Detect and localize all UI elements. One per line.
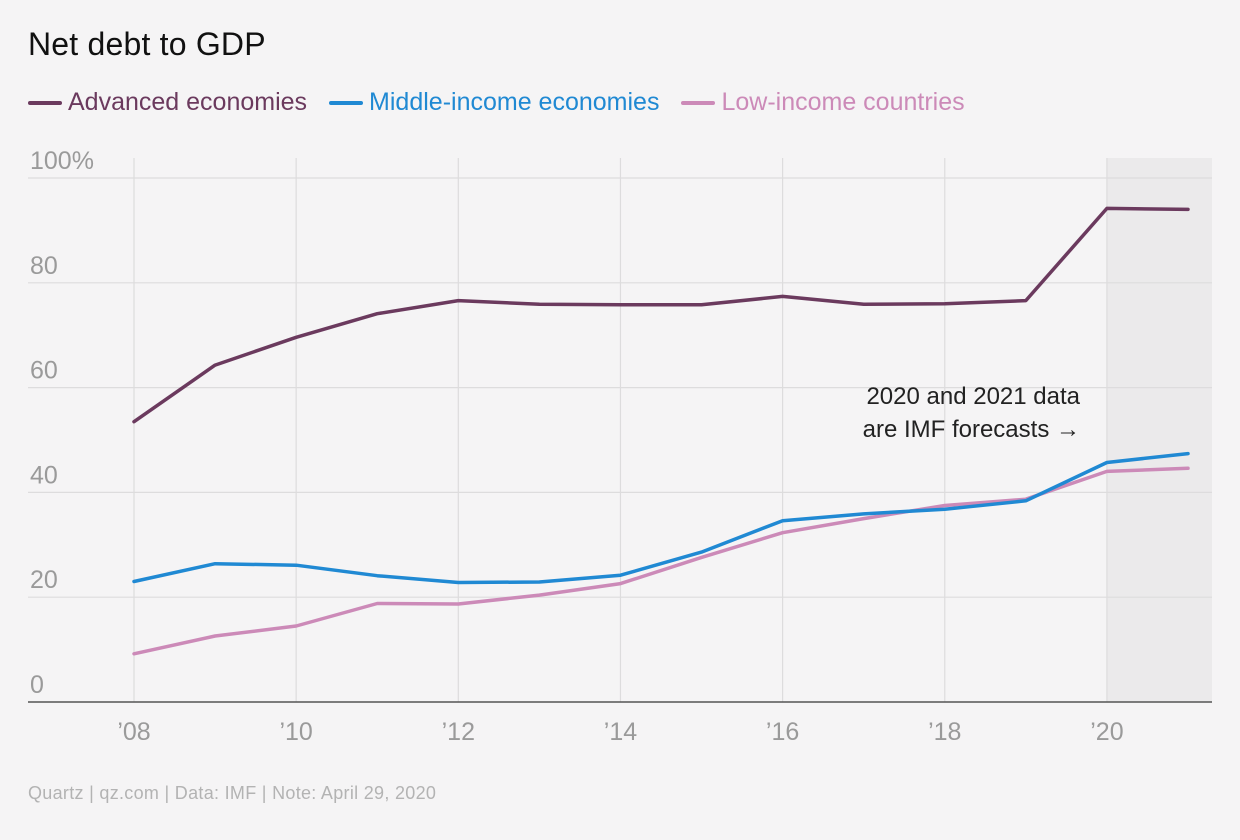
series-line-low-income-countries [132, 466, 1190, 656]
legend-item-middle-income: Middle-income economies [329, 88, 659, 117]
x-tick-label-2012: ’12 [442, 718, 475, 746]
series-line-advanced-economies [132, 206, 1190, 424]
legend-swatch-advanced [28, 100, 62, 105]
chart-legend: Advanced economies Middle-income economi… [28, 88, 987, 117]
forecast-shading [1106, 158, 1212, 702]
y-tick-label-60: 60 [30, 357, 58, 385]
x-tick-label-2010: ’10 [279, 718, 312, 746]
annotation-line-2: are IMF forecasts → [862, 416, 1080, 443]
legend-swatch-middle-income [329, 100, 364, 105]
legend-label-advanced: Advanced economies [68, 88, 308, 116]
x-tick-label-2018: ’18 [928, 718, 961, 746]
legend-item-advanced: Advanced economies [28, 88, 307, 117]
source-footer: Quartz | qz.com | Data: IMF | Note: Apri… [28, 783, 437, 803]
legend-label-middle-income: Middle-income economies [369, 88, 660, 116]
forecast-annotation: 2020 and 2021 data are IMF forecasts → [800, 380, 1080, 446]
x-tick-label-2016: ’16 [766, 718, 799, 746]
legend-swatch-low-income [681, 100, 716, 105]
legend-item-low-income: Low-income countries [681, 88, 965, 117]
y-tick-label-80: 80 [30, 252, 58, 280]
annotation-line-1: 2020 and 2021 data [866, 383, 1080, 410]
legend-label-low-income: Low-income countries [721, 88, 965, 116]
y-tick-label-20: 20 [30, 566, 58, 594]
x-tick-label-2020: ’20 [1090, 718, 1123, 746]
y-tick-label-0: 0 [30, 671, 44, 699]
y-tick-label-40: 40 [30, 461, 58, 489]
y-tick-label-100: 100% [30, 147, 94, 175]
x-tick-label-2008: ’08 [117, 718, 150, 746]
series-line-middle-income-economies [132, 451, 1190, 585]
x-tick-label-2014: ’14 [604, 718, 637, 746]
chart-title: Net debt to GDP [28, 26, 266, 62]
